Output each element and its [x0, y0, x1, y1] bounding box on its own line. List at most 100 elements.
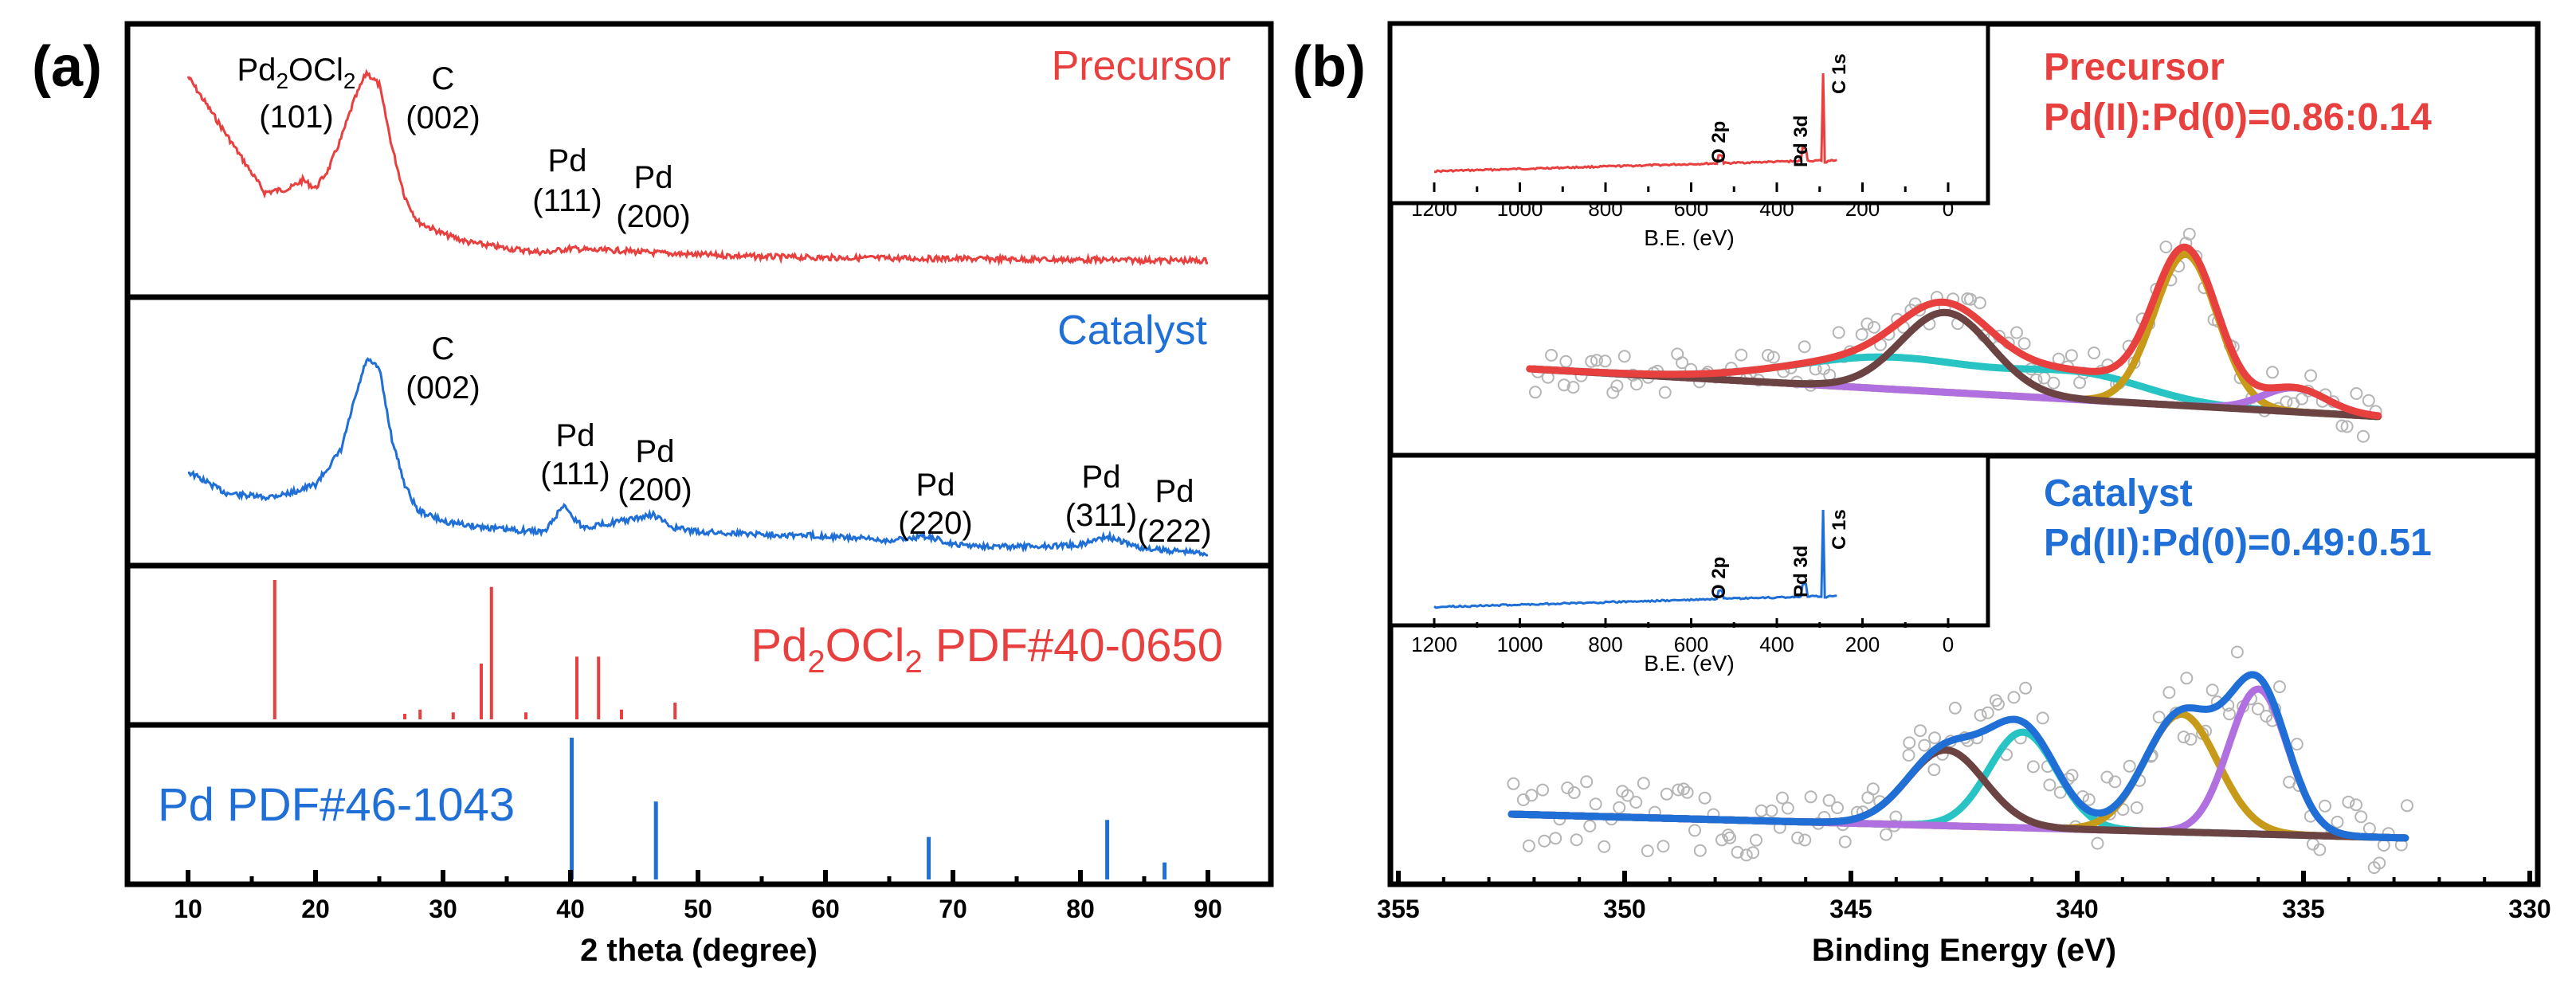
annotation-c-pre: C — [432, 61, 455, 96]
inset-tick-label: 800 — [1588, 197, 1622, 221]
xps-data-point — [2082, 793, 2096, 806]
xps-data-point — [1739, 848, 1753, 862]
inset-bottom-c1s-label: C 1s — [1829, 509, 1850, 550]
xps-data-point — [1838, 835, 1852, 848]
xps-data-point — [2108, 775, 2122, 789]
xps-data-point — [1731, 845, 1744, 859]
xps-data-point — [1991, 698, 2005, 711]
x-tick-label-a: 50 — [684, 895, 712, 923]
xps-data-point — [2373, 856, 2386, 870]
xps-data-point — [1723, 831, 1737, 844]
xps-data-point — [1566, 381, 1580, 394]
xps-data-point — [1798, 340, 1811, 354]
xps-data-point — [2159, 241, 2173, 253]
xps-data-point — [1583, 819, 1597, 832]
inset-tick-label: 600 — [1674, 197, 1708, 221]
precursor-ratio: Pd(II):Pd(0)=0.86:0.14 — [2044, 96, 2432, 139]
annotation-pd2ocl2: Pd2OCl2 — [237, 53, 356, 93]
panel-a-label: (a) — [32, 35, 102, 99]
xps-data-point — [1948, 701, 1962, 715]
xps-data-point — [2088, 347, 2101, 359]
pd2-3d3-component — [1508, 728, 2409, 842]
inset-tick-label: 0 — [1943, 633, 1954, 656]
annotation-220-cat: (220) — [898, 506, 972, 541]
x-tick-label-b: 330 — [2508, 895, 2551, 923]
xps-data-point — [2290, 738, 2304, 751]
annotation-pd-111-cat: Pd — [556, 418, 595, 453]
xps-data-point — [2036, 711, 2049, 725]
xps-data-point — [1914, 724, 1927, 738]
xps-data-point — [2019, 681, 2033, 695]
inset-bottom-x-title: B.E. (eV) — [1644, 651, 1735, 676]
inset-top-c1s-label: C 1s — [1829, 53, 1850, 94]
annotation-pd-311-cat: Pd — [1082, 460, 1121, 495]
annotation-200-cat: (200) — [618, 472, 692, 507]
xps-data-point — [2162, 686, 2176, 699]
xps-data-point — [2010, 326, 2023, 339]
xps-data-point — [1831, 801, 1844, 814]
x-tick-label-b: 335 — [2282, 895, 2324, 923]
xps-envelope — [1526, 243, 2382, 420]
xps-data-point — [1698, 791, 1711, 805]
xps-data-point — [2296, 392, 2308, 405]
xps-data-point — [1762, 349, 1774, 362]
xps-data-point — [1610, 379, 1624, 393]
xps-data-point — [1693, 844, 1707, 857]
xps-data-point — [1791, 831, 1805, 844]
inset-bottom-o2p-label: O 2p — [1708, 557, 1730, 599]
xps-data-point — [1822, 793, 1836, 807]
annotation-pd-200-pre: Pd — [634, 160, 673, 195]
pd-reference-sticks — [570, 738, 1167, 879]
xps-data-point — [2357, 429, 2370, 443]
inset-survey-catalyst: 1200 1000 800 600 400 200 0 B.E. (eV) O 2p Pd … — [1388, 453, 1990, 676]
xps-data-point — [2152, 711, 2166, 724]
x-tick-label-a: 30 — [429, 895, 457, 923]
inset-tick-label: 200 — [1845, 633, 1880, 656]
annotation-111-cat: (111) — [540, 456, 610, 492]
xps-data-point — [1781, 801, 1794, 815]
xps-data-point — [1589, 797, 1602, 811]
xps-data-point — [1804, 790, 1817, 804]
xps-data-point — [1677, 782, 1690, 796]
annotation-c002-pre: (002) — [406, 100, 480, 135]
xps-data-point — [2362, 394, 2375, 407]
inset-tick-label: 1000 — [1497, 633, 1543, 656]
precursor-label-a: Precursor — [1052, 43, 1231, 89]
xps-data-point — [1868, 320, 1880, 334]
x-tick-label-a: 80 — [1066, 895, 1095, 923]
xps-data-point — [1672, 783, 1685, 797]
xps-catalyst-fit — [1507, 645, 2413, 875]
xps-data-point — [1570, 833, 1583, 847]
xps-data-point — [1765, 804, 1778, 817]
xps-data-point — [2184, 733, 2198, 746]
xps-data-point — [1567, 786, 1581, 799]
xps-data-point — [2335, 419, 2349, 433]
xps-data-point — [1658, 386, 1672, 399]
xps-data-point — [2342, 795, 2355, 809]
xps-data-point — [1676, 356, 1689, 370]
inset-top-x-title: B.E. (eV) — [1644, 225, 1735, 250]
xps-data-point — [2266, 366, 2279, 379]
x-tick-label-a: 60 — [811, 895, 840, 923]
annotation-200-pre: (200) — [616, 199, 690, 234]
xps-data-point — [1981, 706, 1994, 719]
xps-data-point — [1598, 354, 1612, 368]
inset-top-survey-curve — [1434, 72, 1837, 174]
xps-data-point — [1629, 378, 1643, 391]
xps-data-point — [1928, 731, 1942, 745]
xps-data-point — [1755, 804, 1768, 817]
annotation-222-cat: (222) — [1137, 514, 1211, 549]
annotation-111-pre: (111) — [532, 183, 602, 218]
xps-data-point — [1680, 785, 1694, 799]
xps-data-point — [2177, 731, 2190, 744]
catalyst-label-b: Catalyst — [2044, 472, 2193, 515]
xps-data-point — [1973, 296, 1986, 310]
xps-data-point — [1766, 351, 1780, 364]
xps-data-point — [1750, 833, 1762, 847]
xps-data-point — [2377, 839, 2390, 852]
xps-data-point — [2064, 349, 2078, 362]
xps-data-point — [1855, 327, 1868, 341]
inset-bottom-pd3d-label: Pd 3d — [1790, 546, 1812, 597]
inset-top-o2p-label: O 2p — [1708, 121, 1730, 163]
